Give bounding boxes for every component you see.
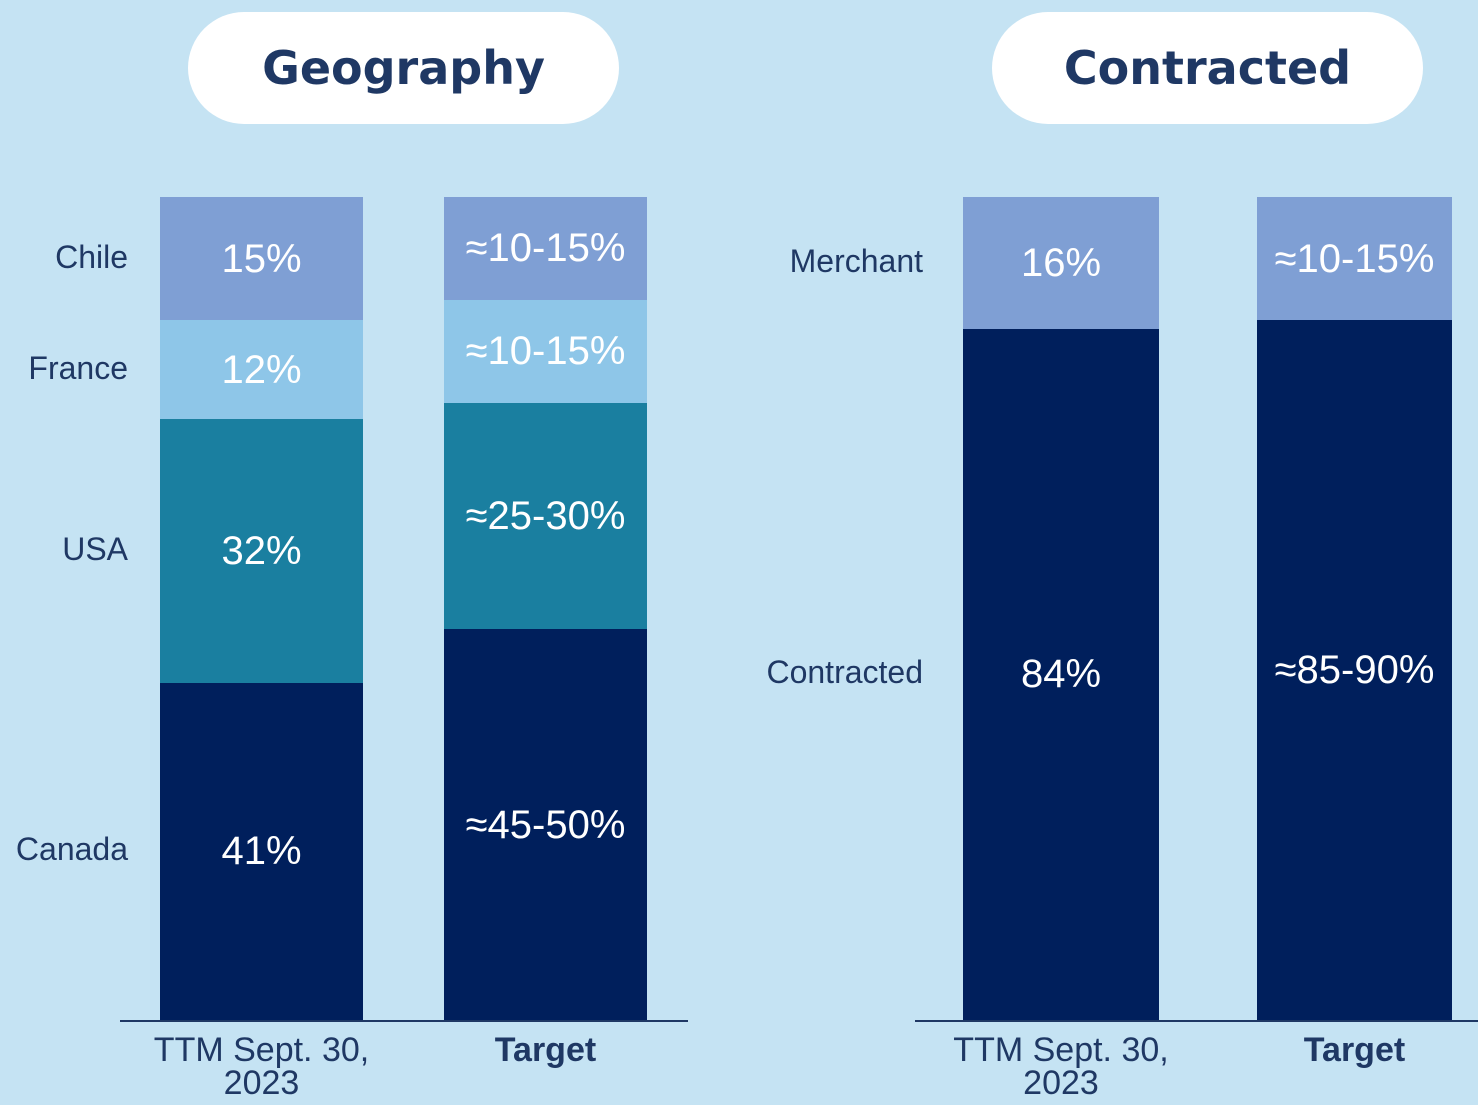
bar-segment <box>963 197 1159 329</box>
x-tick-label: TTM Sept. 30, 2023 <box>153 1031 370 1103</box>
series-label: USA <box>62 530 128 567</box>
bar-segment <box>444 197 647 300</box>
x-tick-label: Target <box>494 1031 597 1069</box>
chart-title: Contracted <box>992 12 1423 124</box>
series-label: Chile <box>55 238 128 275</box>
bar-segment <box>160 197 363 321</box>
data-label: ≈45-50% <box>465 802 626 847</box>
x-axis-line <box>120 1020 688 1022</box>
series-label: France <box>28 349 128 386</box>
data-label: ≈85-90% <box>1274 648 1435 693</box>
chart-title: Geography <box>188 12 619 124</box>
bar-segment <box>160 682 363 1020</box>
data-label: 41% <box>221 829 302 874</box>
bar-segment <box>444 299 647 403</box>
series-label: Canada <box>15 831 128 868</box>
bar-segment <box>444 629 647 1020</box>
data-label: 32% <box>221 528 302 573</box>
data-label: ≈10-15% <box>465 226 626 271</box>
data-label: 15% <box>221 236 302 281</box>
series-label: Contracted <box>766 654 923 691</box>
x-tick-label: Target <box>1303 1031 1406 1069</box>
bar-segment <box>963 328 1159 1020</box>
x-axis-line <box>915 1020 1478 1022</box>
bar-segment <box>1257 320 1452 1020</box>
data-label: ≈10-15% <box>465 329 626 374</box>
bar-segment <box>160 419 363 683</box>
series-label: Merchant <box>789 242 923 279</box>
x-tick-label: TTM Sept. 30, 2023 <box>953 1031 1169 1103</box>
data-label: ≈10-15% <box>1274 236 1435 281</box>
data-label: 12% <box>221 347 302 392</box>
bar-segment <box>1257 197 1452 321</box>
data-label: 16% <box>1020 240 1102 285</box>
bar-segment <box>160 320 363 420</box>
bar-segment <box>444 402 647 630</box>
data-label: ≈25-30% <box>465 493 626 538</box>
data-label: 84% <box>1020 652 1102 697</box>
